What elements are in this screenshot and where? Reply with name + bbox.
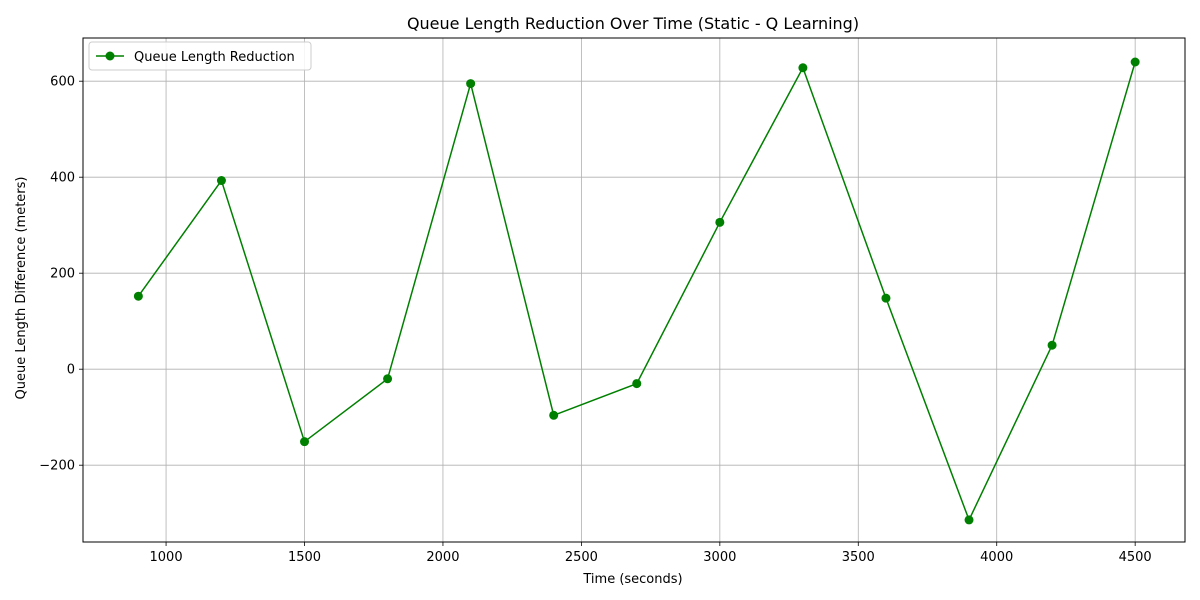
legend-marker [105,51,115,61]
legend-label: Queue Length Reduction [134,50,295,65]
y-tick-label: −200 [39,459,75,474]
data-point [1130,57,1140,67]
data-point [216,176,226,186]
data-point [300,437,310,447]
data-point [964,515,974,525]
y-tick-label: 400 [50,171,75,186]
data-point [549,410,559,420]
x-tick-label: 4500 [1119,550,1152,565]
x-tick-label: 2500 [565,550,598,565]
chart-title: Queue Length Reduction Over Time (Static… [407,14,859,33]
x-tick-label: 2000 [426,550,459,565]
legend-box [88,41,312,71]
data-point [715,217,725,227]
data-point [632,379,642,389]
data-point [383,374,393,384]
y-axis-ticks: −200 0 200 400 600 [39,75,83,474]
y-axis-label: Queue Length Difference (meters) [14,177,29,400]
data-point [133,291,143,301]
y-tick-label: 200 [50,267,75,282]
data-point [798,63,808,73]
x-tick-label: 1500 [288,550,321,565]
x-tick-label: 3500 [842,550,875,565]
data-point [466,79,476,89]
series-line [137,61,1136,521]
x-axis-ticks: 1000 1500 2000 2500 3000 3500 4000 4500 [150,542,1152,565]
y-tick-label: 600 [50,75,75,90]
data-point [881,293,891,303]
grid-lines [83,38,1185,542]
plot-frame [82,37,1186,543]
data-point [1047,340,1057,350]
x-tick-label: 4000 [980,550,1013,565]
series-layer [133,57,1140,525]
x-tick-label: 3000 [703,550,736,565]
x-tick-label: 1000 [150,550,183,565]
y-tick-label: 0 [67,363,75,378]
x-axis-label: Time (seconds) [582,572,682,587]
legend: Queue Length Reduction [88,41,312,71]
